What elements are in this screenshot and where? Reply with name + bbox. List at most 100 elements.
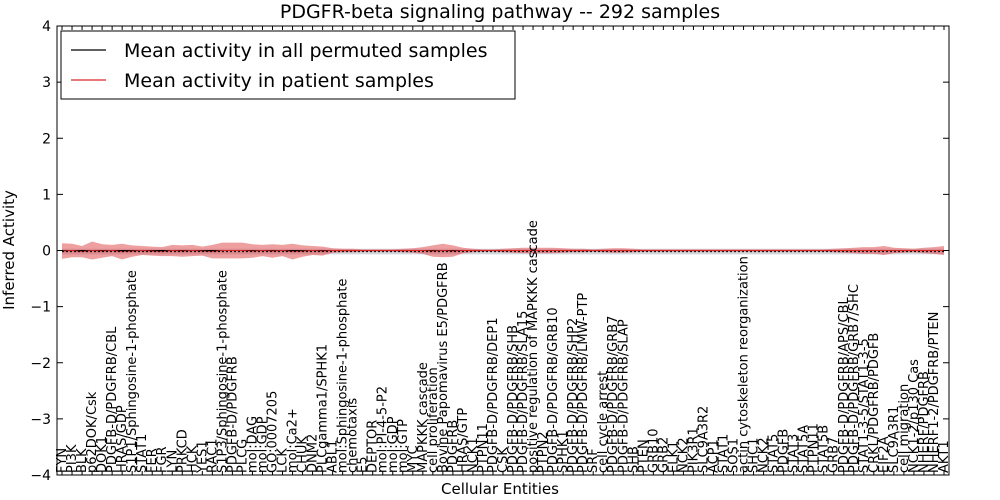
entity-label: NHERF/PDGFRB	[917, 371, 932, 473]
entity-label: SHB	[626, 446, 641, 473]
entity-label: DEPTOR	[366, 420, 381, 473]
entity-label: cell proliferation	[426, 367, 441, 473]
entity-label: NCK2	[676, 437, 691, 473]
entity-label: PDGFB-D/PDGFRB/SHB	[506, 325, 521, 473]
series-lines	[61, 249, 944, 253]
x-axis-label: Cellular Entities	[441, 480, 559, 498]
entity-label: cell cycle arrest	[596, 371, 611, 473]
entity-label: PTPN11	[807, 423, 822, 473]
entity-label: PRKCD	[175, 429, 190, 473]
entity-label: SLC9A3R2	[696, 406, 711, 473]
entity-label: ABL1	[326, 440, 341, 473]
legend-label: Mean activity in patient samples	[124, 70, 434, 92]
entity-label: STAT3	[787, 434, 802, 473]
entity-label: LYN	[165, 450, 180, 473]
entity-label: PDGFB-D/PDGFRB/LMW-PTP	[576, 293, 591, 473]
entity-label: STAT5A	[797, 425, 812, 473]
entity-label: GRB2	[656, 437, 671, 473]
entity-label: YES1	[195, 440, 210, 474]
y-tick-label: 2	[42, 131, 51, 147]
entity-label: CHUK	[296, 436, 311, 473]
entity-label: CRKL/PDGFRB/PDGFB	[867, 333, 882, 473]
entity-label: GRB7	[827, 437, 842, 473]
entity-label: PDGFB-D/PDGFRB/GRB10	[546, 307, 561, 473]
entity-label: DNM2	[306, 434, 321, 473]
entity-label: FYN	[55, 448, 70, 473]
entity-label: PTPN2	[536, 431, 551, 473]
entity-label: LCK	[276, 448, 291, 473]
entity-label: mol:DAG	[245, 416, 260, 473]
entity-label: Bovine Papomavirus E5/PDGFRB	[436, 262, 451, 473]
entity-label: HRAS/GTP	[456, 408, 471, 473]
entity-label: mol:GDP	[256, 416, 271, 473]
entity-label: MYC	[406, 445, 421, 473]
entity-label: mol:GTP	[396, 419, 411, 473]
entity-label: PI3K	[65, 444, 80, 473]
entity-label: PDGFB-D/PDGFRB/SLAP	[616, 319, 631, 473]
y-tick-label: −2	[30, 356, 51, 372]
entity-label: S1P3/Sphingosine-1-phosphate	[215, 270, 230, 473]
entity-label: NHERF1-2/PDGFRB/PTEN	[927, 312, 942, 473]
entity-label: mol:PI-4-5-P2	[376, 386, 391, 473]
entity-label: ACP1	[707, 439, 722, 473]
entity-label: PDGFB-D/PDGFRB/DEP1	[486, 318, 501, 473]
entity-label: SLC9A3R1	[887, 406, 902, 473]
entity-label: PDGFB	[777, 429, 792, 473]
y-ticks: −4 −3 −2 −1 0 1 2 3 4	[30, 19, 949, 484]
entity-label: EIF2A	[877, 436, 892, 473]
entity-label: DOK1	[95, 436, 110, 473]
entity-label: PDGFRB	[446, 420, 461, 473]
y-tick-label: −4	[30, 468, 51, 484]
entity-label: HCK	[185, 445, 200, 473]
entity-label: PLCgamma1/SPHK1	[316, 344, 331, 473]
entity-label: NCK1	[466, 437, 481, 473]
y-axis-label: Inferred Activity	[0, 190, 18, 310]
entity-label: PDGFB-D/PDGFRB/SLA15	[516, 311, 531, 473]
entity-label: GRB10	[646, 428, 661, 473]
entity-label: positive regulation of MAPKKK cascade	[526, 220, 541, 473]
entity-label: SRF	[586, 448, 601, 473]
entity-label: PDGFB-D/PDGFRB/GRB7/SHC	[847, 284, 862, 473]
entity-label: FGR	[155, 446, 170, 473]
legend-box	[60, 30, 516, 100]
entity-label: PDGFB-D/PDGFRB/GRB7	[606, 316, 621, 473]
entity-label: STAT5B	[817, 425, 832, 473]
y-tick-label: 4	[42, 19, 51, 35]
entity-label: PTEN	[636, 439, 651, 473]
entity-label: BLK	[75, 448, 90, 473]
entity-label: FER	[145, 448, 160, 473]
entity-label: PDGFB-D/PDGFRB/SHP2	[566, 318, 581, 473]
legend: Mean activity in all permuted samples Mea…	[60, 30, 516, 100]
entity-label: STAT1	[717, 434, 732, 473]
y-tick-label: −1	[30, 300, 51, 316]
entity-label: GO:0007205	[266, 391, 281, 473]
entity-label: PLCG	[235, 439, 250, 473]
series-line-patient	[61, 249, 944, 253]
entity-label: PDGFB-D/PDGFRB/APS/CBL	[837, 297, 852, 473]
chart-title: PDGFR-beta signaling pathway -- 292 samp…	[280, 1, 720, 23]
entity-label: PTPN11	[476, 423, 491, 473]
entity-labels: FYNPI3KBLKp62DOK/CskDOK1PDGFB-D/PDGFRB/C…	[55, 26, 952, 475]
entity-label: mol:GDP	[386, 416, 401, 473]
entity-label: NCK2	[757, 437, 772, 473]
entity-label: NCK1-2/p130 Cas	[907, 359, 922, 473]
legend-label: Mean activity in all permuted samples	[124, 40, 487, 62]
entity-label: actin cytoskeleton reorganization	[737, 256, 752, 473]
y-tick-label: 3	[42, 75, 51, 91]
entity-label: PDGFB-D/PDGFRB	[225, 356, 240, 473]
entity-label: SPHK1	[556, 430, 571, 473]
entity-label: SOS1	[727, 438, 742, 473]
entity-label: SHC1	[747, 438, 762, 473]
entity-label: mol:Ca2+	[286, 408, 301, 473]
entity-label: MAPKKK cascade	[416, 362, 431, 473]
entity-label: ELK1	[666, 441, 681, 473]
entity-label: chemotaxis	[346, 398, 361, 473]
entity-label: RAC1	[205, 438, 220, 473]
y-tick-label: −3	[30, 412, 51, 428]
entity-label: AKT1	[937, 440, 952, 473]
y-tick-label: 1	[42, 187, 51, 203]
entity-label: STAT1	[135, 434, 150, 473]
entity-label: S1P1/Sphingosine-1-phosphate	[125, 270, 140, 473]
entity-label: cell migration	[897, 384, 912, 473]
